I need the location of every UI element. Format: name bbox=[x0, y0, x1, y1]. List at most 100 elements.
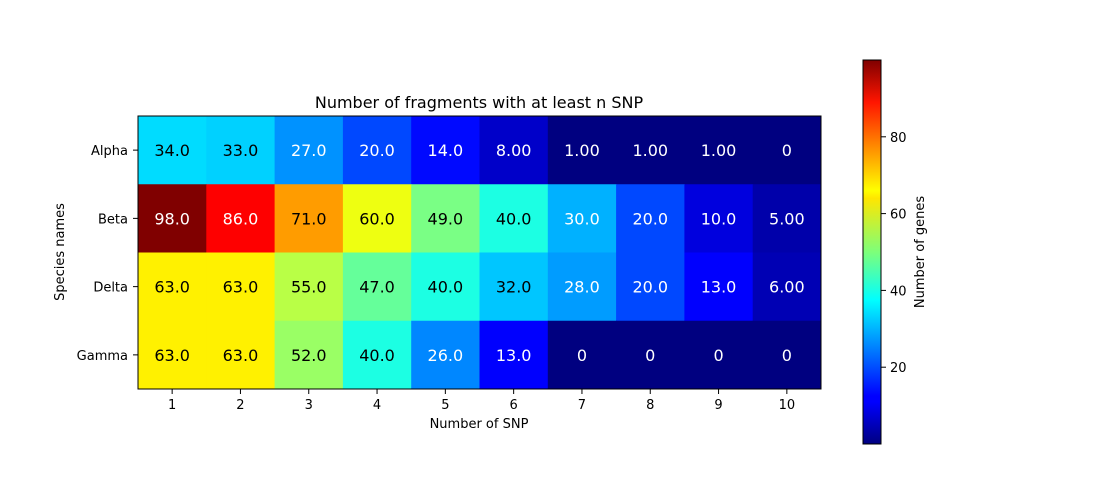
heatmap-cell bbox=[206, 184, 276, 253]
heatmap-cell bbox=[342, 320, 412, 390]
heatmap-cell bbox=[616, 116, 685, 185]
heatmap-cell bbox=[479, 184, 549, 253]
colorbar-label: Number of genes bbox=[913, 196, 928, 309]
heatmap-cell bbox=[479, 252, 549, 322]
plot-frame bbox=[137, 115, 822, 390]
cell-value-label: 49.0 bbox=[428, 209, 464, 228]
cell-value-label: 20.0 bbox=[359, 141, 395, 160]
x-tick-label: 7 bbox=[578, 398, 586, 413]
x-tick-label: 4 bbox=[373, 398, 381, 413]
y-tick-label: Gamma bbox=[77, 349, 128, 364]
colorbar-tick-label: 60 bbox=[890, 208, 907, 223]
cell-value-label: 40.0 bbox=[496, 209, 532, 228]
cell-value-label: 98.0 bbox=[154, 209, 190, 228]
cell-value-label: 14.0 bbox=[428, 141, 464, 160]
cell-value-label: 26.0 bbox=[428, 346, 464, 365]
heatmap-cell bbox=[547, 252, 617, 322]
x-tick-label: 2 bbox=[236, 398, 244, 413]
heatmap-cell bbox=[206, 320, 276, 390]
colorbar-ticks: 20 40 60 80 bbox=[881, 131, 907, 376]
chart-title: Number of fragments with at least n SNP bbox=[315, 93, 644, 112]
x-axis: 1 2 3 4 5 6 7 8 9 10 bbox=[168, 389, 795, 413]
heatmap-cell bbox=[411, 320, 480, 390]
heatmap-cell bbox=[342, 252, 412, 322]
x-tick-label: 6 bbox=[510, 398, 518, 413]
colorbar-tick-label: 40 bbox=[890, 284, 907, 299]
colorbar bbox=[862, 59, 882, 445]
cell-value-label: 52.0 bbox=[291, 346, 327, 365]
cell-value-label: 63.0 bbox=[154, 346, 190, 365]
cell-value-label: 0 bbox=[782, 141, 792, 160]
heatmap-cell bbox=[752, 116, 822, 185]
cell-value-label: 71.0 bbox=[291, 209, 327, 228]
x-tick-label: 5 bbox=[441, 398, 449, 413]
y-axis-label: Species names bbox=[53, 203, 68, 301]
heatmap-cell bbox=[138, 184, 207, 253]
y-tick-label: Beta bbox=[98, 212, 128, 227]
heatmap-cell bbox=[411, 252, 480, 322]
cell-value-label: 32.0 bbox=[496, 278, 532, 297]
heatmap-cell bbox=[206, 252, 276, 322]
heatmap-cell bbox=[547, 184, 617, 253]
cell-value-label: 1.00 bbox=[632, 141, 668, 160]
cell-value-label: 27.0 bbox=[291, 141, 327, 160]
heatmap-cell bbox=[684, 116, 754, 185]
heatmap-cell bbox=[342, 116, 412, 185]
cell-value-label: 10.0 bbox=[701, 209, 737, 228]
heatmap-cell bbox=[752, 252, 822, 322]
cell-value-label: 1.00 bbox=[701, 141, 737, 160]
x-tick-label: 8 bbox=[646, 398, 654, 413]
heatmap-cell bbox=[479, 320, 549, 390]
cell-value-label: 28.0 bbox=[564, 278, 600, 297]
heatmap-cell bbox=[206, 116, 276, 185]
colorbar-tick-label: 80 bbox=[890, 131, 907, 146]
x-tick-label: 9 bbox=[714, 398, 722, 413]
x-axis-label: Number of SNP bbox=[430, 417, 529, 432]
cell-value-label: 13.0 bbox=[701, 278, 737, 297]
heatmap-cell bbox=[616, 252, 685, 322]
x-tick-label: 10 bbox=[779, 398, 796, 413]
cell-value-label: 34.0 bbox=[154, 141, 190, 160]
cell-value-label: 5.00 bbox=[769, 209, 805, 228]
heatmap-cell bbox=[684, 184, 754, 253]
cell-value-label: 1.00 bbox=[564, 141, 600, 160]
heatmap-cells bbox=[138, 116, 822, 390]
cell-value-label: 8.00 bbox=[496, 141, 532, 160]
heatmap-cell bbox=[684, 320, 754, 390]
heatmap-cell bbox=[479, 116, 549, 185]
heatmap-cell bbox=[138, 252, 207, 322]
heatmap-cell bbox=[752, 320, 822, 390]
heatmap-cell bbox=[547, 116, 617, 185]
cell-value-label: 86.0 bbox=[223, 209, 259, 228]
cell-value-label: 47.0 bbox=[359, 278, 395, 297]
cell-value-label: 55.0 bbox=[291, 278, 327, 297]
cell-value-label: 63.0 bbox=[223, 278, 259, 297]
heatmap-cell bbox=[138, 320, 207, 390]
heatmap-cell bbox=[274, 252, 344, 322]
cell-value-label: 6.00 bbox=[769, 278, 805, 297]
heatmap-cell bbox=[274, 116, 344, 185]
cell-value-label: 0 bbox=[713, 346, 723, 365]
heatmap-cell bbox=[547, 320, 617, 390]
heatmap-cell bbox=[616, 184, 685, 253]
y-axis: Alpha Beta Delta Gamma bbox=[77, 144, 138, 364]
heatmap-cell bbox=[411, 116, 480, 185]
y-tick-label: Alpha bbox=[91, 144, 128, 159]
cell-value-label: 40.0 bbox=[359, 346, 395, 365]
y-tick-label: Delta bbox=[93, 281, 128, 296]
cell-value-label: 63.0 bbox=[154, 278, 190, 297]
cell-value-label: 0 bbox=[645, 346, 655, 365]
heatmap-cell bbox=[342, 184, 412, 253]
x-tick-label: 3 bbox=[305, 398, 313, 413]
cell-value-label: 13.0 bbox=[496, 346, 532, 365]
cell-value-label: 33.0 bbox=[223, 141, 259, 160]
colorbar-tick-label: 20 bbox=[890, 361, 907, 376]
heatmap-cell bbox=[274, 320, 344, 390]
cell-value-label: 20.0 bbox=[632, 278, 668, 297]
heatmap-cell bbox=[616, 320, 685, 390]
x-tick-label: 1 bbox=[168, 398, 176, 413]
heatmap-cell bbox=[752, 184, 822, 253]
cell-value-label: 0 bbox=[577, 346, 587, 365]
cell-value-label: 20.0 bbox=[632, 209, 668, 228]
